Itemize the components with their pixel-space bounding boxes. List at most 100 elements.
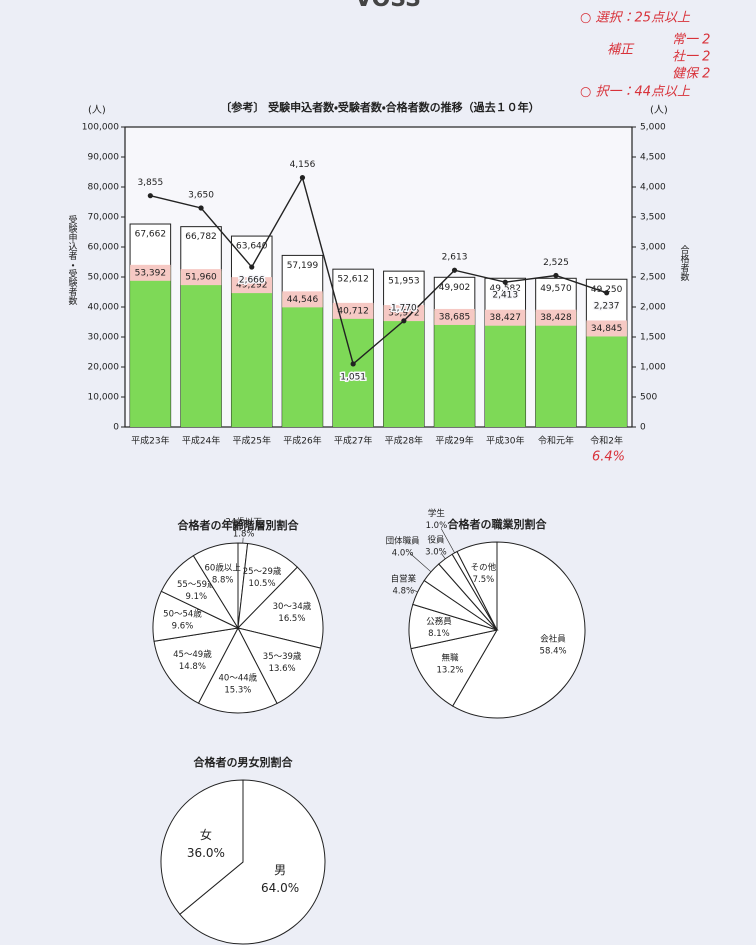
- label-band: [130, 264, 171, 281]
- pie-value-label: 7.5%: [473, 575, 495, 585]
- point: [553, 272, 559, 279]
- y2-tick-label: 3,000: [640, 243, 666, 253]
- y2-tick-label: 4,500: [640, 153, 666, 163]
- label-band: [434, 308, 475, 325]
- pie-category-label: 55～59歳: [177, 579, 216, 590]
- x-tick-label: 令和元年: [538, 435, 574, 447]
- value-label: 67,662: [135, 230, 167, 240]
- x-tick-label: 平成24年: [182, 435, 220, 447]
- pie-slice: [192, 542, 239, 630]
- pie-value-label: 9.6%: [172, 621, 194, 631]
- pie-value-label: 10.5%: [249, 579, 276, 589]
- value-label: 3,855: [137, 178, 163, 188]
- value-label: 63,640: [236, 242, 268, 252]
- bar: [180, 271, 222, 427]
- leader-line: [409, 553, 432, 573]
- pie-value-label: 1.8%: [233, 529, 255, 539]
- handwritten-note: ○ 選択：25点以上: [580, 11, 691, 26]
- value-label: 49,570: [540, 284, 572, 294]
- y2-tick-label: 2,000: [640, 303, 666, 313]
- pie-slice: [160, 779, 244, 915]
- value-label: 1,051: [340, 372, 366, 382]
- value-label: 44,546: [287, 295, 319, 305]
- label-band: [282, 291, 323, 308]
- point: [350, 361, 356, 367]
- value-label: 53,392: [135, 268, 167, 278]
- value-label: 51,960: [185, 273, 217, 283]
- line: [150, 175, 607, 366]
- point: [147, 193, 153, 199]
- y-tick-label: 40,000: [88, 303, 120, 313]
- pie-title: 合格者の年齢階層別割合: [177, 518, 300, 532]
- label-band: [383, 305, 425, 322]
- point: [401, 318, 407, 324]
- pie-slice: [197, 626, 278, 714]
- pie-value-label: 58.4%: [540, 647, 567, 657]
- label-band: [332, 302, 374, 319]
- value-label: 49,902: [439, 283, 471, 293]
- bar: [231, 279, 273, 427]
- y-tick-label: 60,000: [88, 243, 120, 253]
- value-label: 38,427: [490, 313, 522, 323]
- x-tick-label: 令和2年: [590, 435, 623, 447]
- y2-tick-label: 4,000: [640, 183, 666, 193]
- pie-value-label: 1.0%: [426, 521, 448, 531]
- value-label: 3,650: [188, 191, 214, 201]
- y-tick-label: 70,000: [88, 213, 120, 223]
- value-label: 2,613: [442, 253, 468, 263]
- value-label: 49,292: [236, 281, 268, 291]
- label-band: [484, 309, 526, 326]
- pie-value-label: 15.3%: [224, 686, 251, 696]
- pie-category-label: 無職: [442, 653, 460, 664]
- value-label: 2,237: [594, 301, 620, 311]
- value-label: 39,972: [388, 309, 420, 319]
- pie-category-label: 男: [274, 863, 286, 877]
- y-tick-label: 0: [113, 423, 119, 433]
- y-tick-label: 50,000: [88, 273, 120, 283]
- value-label: 51,953: [388, 277, 420, 287]
- value-label: 57,199: [287, 261, 319, 271]
- chart-title: 〔参考〕 受験申込者数・受験者数・合格者数の推移（過去１０年）: [220, 100, 539, 114]
- y2-tick-label: 1,500: [640, 333, 666, 343]
- pie-category-label: 会社員: [540, 634, 566, 645]
- pie-value-label: 14.8%: [179, 662, 206, 672]
- pie-slice: [179, 779, 326, 945]
- pie-category-label: 40～44歳: [219, 673, 258, 684]
- pie-value-label: 8.8%: [212, 576, 234, 586]
- y2-unit: (人): [650, 105, 668, 116]
- y-axis-label: 受験申込者・受験者数: [67, 214, 78, 306]
- y2-tick-label: 5,000: [640, 123, 666, 133]
- pie-category-label: 45～49歳: [173, 649, 212, 660]
- x-tick-label: 平成29年: [435, 435, 473, 447]
- handwritten-note: 社一 2: [672, 50, 710, 65]
- leader-line: [440, 528, 455, 554]
- x-tick-label: 平成26年: [283, 435, 321, 447]
- pie-category-label: 30～34歳: [273, 601, 312, 612]
- bar: [535, 311, 577, 427]
- point: [604, 290, 610, 296]
- y2-tick-label: 0: [640, 423, 646, 433]
- pie-value-label: 36.0%: [187, 846, 225, 860]
- handwritten-note: 6.4%: [592, 450, 625, 465]
- handwritten-note: 補正: [607, 43, 635, 58]
- pie-value-label: 4.0%: [392, 548, 414, 558]
- pie-category-label: 50～54歳: [163, 608, 202, 619]
- label-band: [586, 320, 627, 337]
- point: [451, 267, 458, 273]
- pie-category-label: 60歳以上: [205, 563, 242, 574]
- y-tick-label: 80,000: [88, 183, 120, 193]
- label-band: [535, 309, 577, 326]
- pie-category-label: 24歳以下: [226, 516, 263, 527]
- y2-tick-label: 2,500: [640, 273, 666, 283]
- value-label: 38,685: [439, 312, 471, 322]
- bar: [282, 293, 323, 427]
- handwritten-note: 健保 2: [672, 67, 710, 82]
- pie-value-label: 16.5%: [278, 614, 305, 624]
- bar: [484, 311, 526, 427]
- bar: [434, 310, 475, 427]
- value-label: 52,612: [337, 275, 369, 285]
- leader-line: [412, 589, 418, 593]
- pie-category-label: 公務員: [426, 616, 452, 627]
- label-band: [231, 277, 273, 294]
